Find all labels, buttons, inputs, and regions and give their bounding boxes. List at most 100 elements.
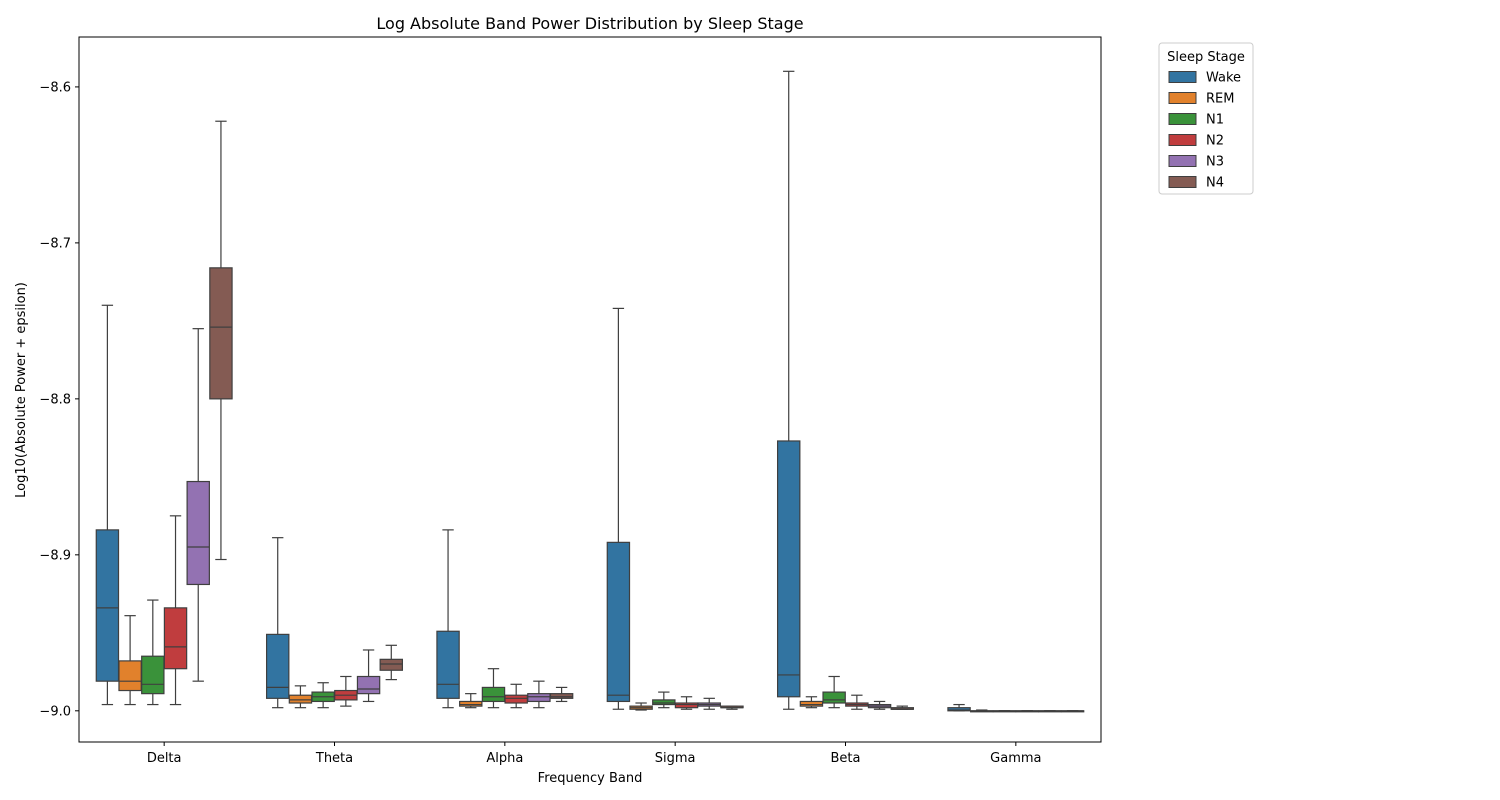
legend-swatch <box>1168 113 1197 125</box>
box-iqr <box>776 440 801 698</box>
box-n2-alpha <box>504 683 528 709</box>
box-wake-gamma <box>947 703 971 712</box>
box-rem-delta <box>118 615 142 706</box>
legend-swatch <box>1168 155 1197 167</box>
y-axis-label: Log10(Absolute Power + epsilon) <box>14 282 29 498</box>
series-wake <box>95 70 971 712</box>
legend-label: N3 <box>1206 155 1224 170</box>
y-axis: −9.0 −8.9 −8.8 −8.7 −8.6 <box>39 80 79 719</box>
y-tick-label: −8.7 <box>39 236 71 251</box>
box-iqr <box>95 529 120 682</box>
x-tick-label: Delta <box>147 751 182 766</box>
box-n1-gamma <box>992 710 1017 713</box>
box-iqr <box>118 660 142 692</box>
box-n1-alpha <box>481 668 506 709</box>
box-iqr <box>549 693 574 699</box>
box-iqr <box>141 655 165 695</box>
legend-label: N4 <box>1206 176 1224 191</box>
box-n4-sigma <box>720 705 744 710</box>
box-n1-theta <box>311 682 335 709</box>
box-iqr <box>209 267 233 400</box>
box-rem-sigma <box>629 702 653 711</box>
box-n2-sigma <box>674 696 699 710</box>
x-axis: Delta Theta Alpha Sigma Beta Gamma <box>147 742 1042 766</box>
legend-entry-rem: REM <box>1168 92 1234 107</box>
y-tick-label: −8.8 <box>39 392 71 407</box>
box-n3-beta <box>867 700 892 710</box>
legend-swatch <box>1168 92 1197 104</box>
series-n1 <box>141 599 1017 713</box>
box-n3-gamma <box>1038 710 1062 713</box>
box-iqr <box>947 707 971 712</box>
box-series-group <box>95 70 1085 713</box>
box-iqr <box>288 694 313 704</box>
legend-label: Wake <box>1206 71 1241 86</box>
legend-items: Wake REM N1 N2 N3 N4 <box>1168 71 1241 191</box>
box-n3-sigma <box>697 697 721 710</box>
box-n2-beta <box>845 694 869 710</box>
box-iqr <box>459 700 483 707</box>
box-wake-alpha <box>436 529 460 709</box>
box-n4-theta <box>379 644 404 681</box>
legend-entry-n2: N2 <box>1168 134 1224 149</box>
box-rem-theta <box>288 685 313 709</box>
box-n1-sigma <box>652 691 676 709</box>
legend-entry-n4: N4 <box>1168 176 1224 191</box>
box-rem-alpha <box>459 693 483 709</box>
box-n2-theta <box>334 675 358 707</box>
legend-label: N2 <box>1206 134 1224 149</box>
legend-swatch <box>1168 71 1197 83</box>
box-n4-alpha <box>549 686 574 703</box>
box-iqr <box>504 694 528 704</box>
box-n2-delta <box>163 515 188 706</box>
box-iqr <box>186 480 210 586</box>
legend-title: Sleep Stage <box>1167 50 1245 65</box>
y-tick-label: −8.9 <box>39 548 71 563</box>
box-iqr <box>527 693 551 703</box>
box-iqr <box>265 633 290 699</box>
legend-label: N1 <box>1206 113 1224 128</box>
box-n4-beta <box>890 705 915 710</box>
plot-area <box>78 36 1102 743</box>
box-iqr <box>356 675 381 695</box>
box-wake-beta <box>776 70 801 710</box>
box-iqr <box>606 541 631 703</box>
x-tick-label: Theta <box>315 751 353 766</box>
series-n3 <box>186 328 1062 713</box>
x-tick-label: Alpha <box>486 751 523 766</box>
box-n3-theta <box>356 649 381 703</box>
box-iqr <box>799 700 824 707</box>
series-rem <box>118 615 994 713</box>
box-n1-delta <box>141 599 165 706</box>
box-rem-gamma <box>970 709 994 713</box>
y-tick-label: −9.0 <box>39 704 71 719</box>
box-n3-delta <box>186 328 210 682</box>
legend-swatch <box>1168 134 1197 146</box>
x-tick-label: Sigma <box>655 751 696 766</box>
box-n4-delta <box>209 120 233 561</box>
legend-entry-n1: N1 <box>1168 113 1224 128</box>
box-n4-gamma <box>1060 710 1085 713</box>
box-n2-gamma <box>1015 710 1039 713</box>
legend-swatch <box>1168 176 1197 188</box>
box-iqr <box>163 607 188 670</box>
x-axis-label: Frequency Band <box>538 771 643 786</box>
series-n2 <box>163 515 1039 713</box>
box-wake-theta <box>265 537 290 709</box>
y-tick-label: −8.6 <box>39 80 71 95</box>
box-n1-beta <box>822 675 846 709</box>
chart-title: Log Absolute Band Power Distribution by … <box>376 14 803 33</box>
legend-label: REM <box>1206 92 1234 107</box>
box-iqr <box>652 699 676 706</box>
box-rem-beta <box>799 696 824 709</box>
box-iqr <box>822 691 846 704</box>
legend-entry-wake: Wake <box>1168 71 1241 86</box>
legend: Sleep Stage Wake REM N1 N2 N3 N4 <box>1158 42 1254 195</box>
x-tick-label: Gamma <box>990 751 1041 766</box>
box-wake-sigma <box>606 307 631 710</box>
series-n4 <box>209 120 1085 713</box>
box-n3-alpha <box>527 680 551 709</box>
box-iqr <box>481 686 506 703</box>
box-wake-delta <box>95 304 120 706</box>
